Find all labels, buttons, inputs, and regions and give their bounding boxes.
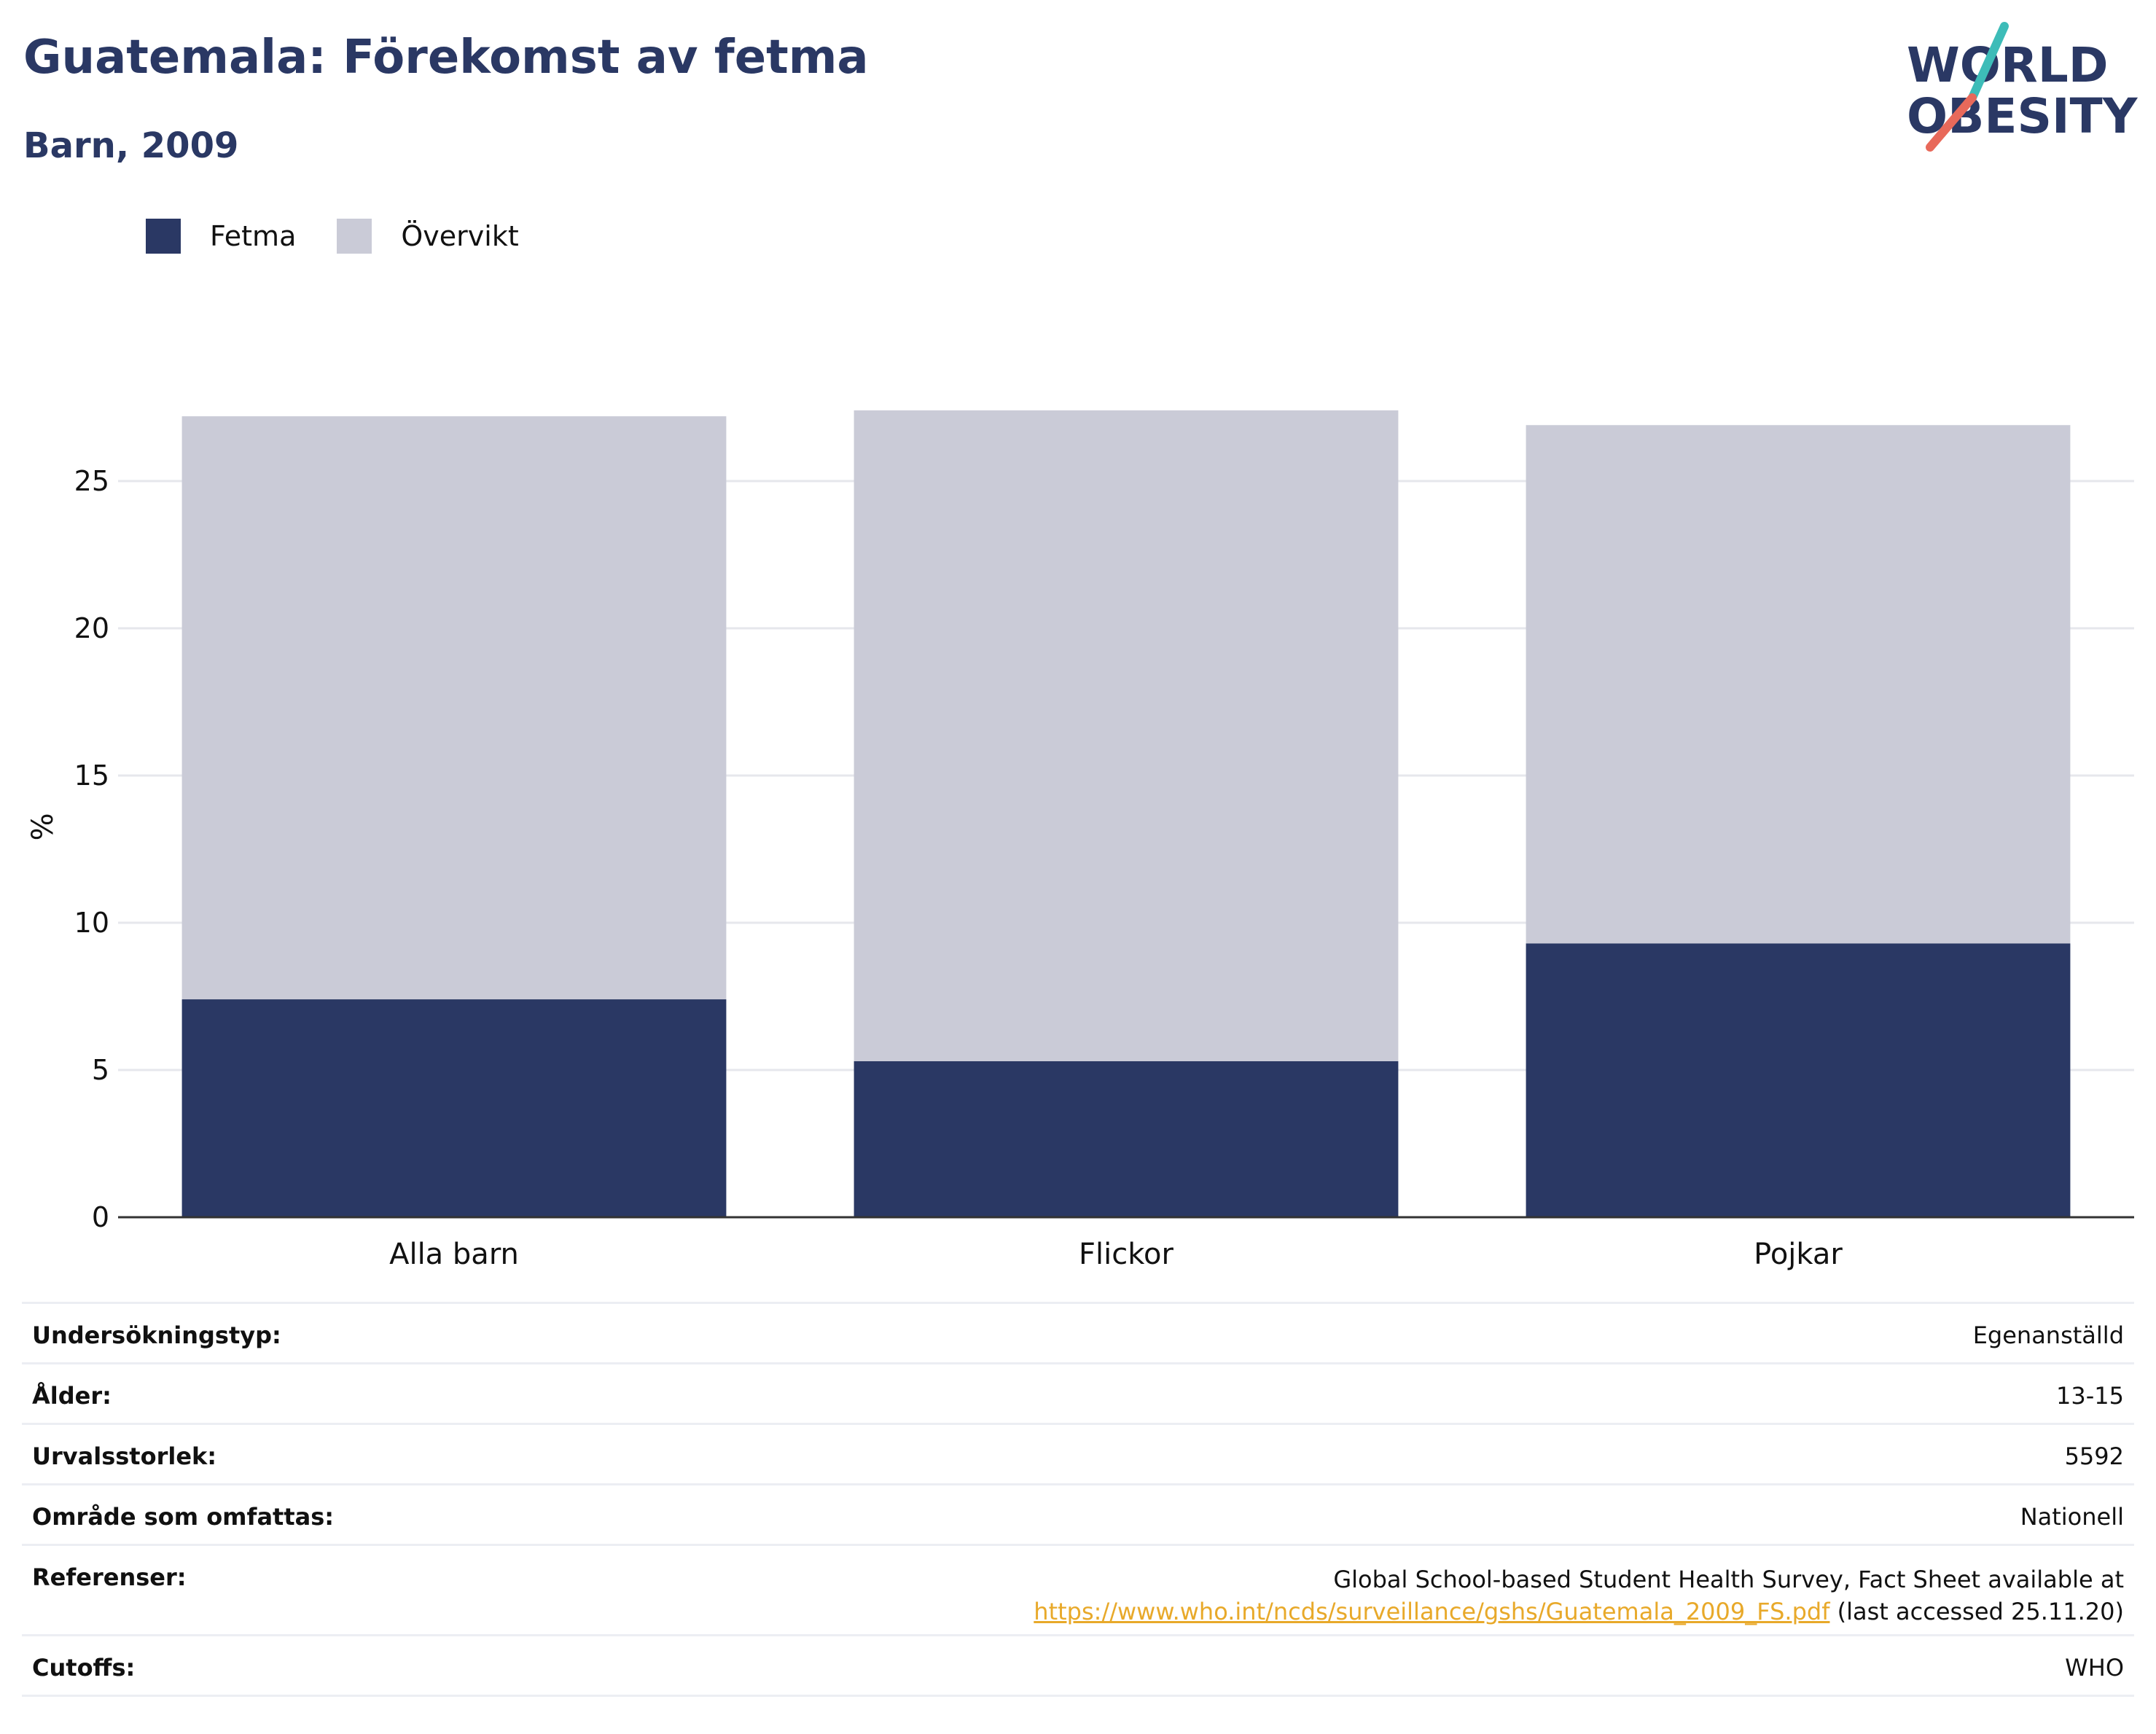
info-value: 13-15 bbox=[496, 1363, 2134, 1425]
world-obesity-logo: WORLD OBESITY bbox=[1907, 22, 2139, 152]
info-value: 5592 bbox=[496, 1423, 2134, 1485]
info-key: Urvalsstorlek: bbox=[22, 1423, 497, 1485]
y-tick-label: 10 bbox=[74, 907, 109, 939]
bar--vervikt-alla-barn bbox=[181, 416, 727, 1000]
x-tick-label: Flickor bbox=[1079, 1238, 1173, 1271]
info-row-cutoffs: Cutoffs: WHO bbox=[22, 1635, 2134, 1697]
bar--vervikt-flickor bbox=[854, 410, 1399, 1061]
legend: Fetma Övervikt bbox=[146, 216, 560, 257]
stacked-bar-chart: 0 5 10 15 20 25% Alla barn Flickor Pojkar bbox=[26, 410, 2134, 1271]
legend-item-fetma[interactable]: Fetma bbox=[146, 219, 296, 254]
info-row-area: Område som omfattas: Nationell bbox=[22, 1484, 2134, 1546]
logo-line-world: WORLD bbox=[1907, 37, 2109, 93]
info-key: Ålder: bbox=[22, 1363, 497, 1425]
x-tick-label: Pojkar bbox=[1754, 1238, 1843, 1271]
logo-slash-teal bbox=[1968, 22, 2009, 102]
legend-swatch-fetma bbox=[146, 219, 181, 254]
bar--vervikt-pojkar bbox=[1526, 425, 2071, 944]
legend-label-fetma: Fetma bbox=[210, 220, 297, 252]
info-row-survey-type: Undersökningstyp: Egenanställd bbox=[22, 1302, 2134, 1364]
info-value-references: Global School-based Student Health Surve… bbox=[496, 1544, 2134, 1636]
x-tick-label: Alla barn bbox=[389, 1238, 519, 1271]
info-key: Område som omfattas: bbox=[22, 1484, 497, 1546]
legend-item-overvikt[interactable]: Övervikt bbox=[337, 219, 519, 254]
info-value: Nationell bbox=[496, 1484, 2134, 1546]
chart-title: Guatemala: Förekomst av fetma bbox=[23, 31, 869, 85]
logo-slash-red bbox=[1926, 93, 1977, 152]
info-key: Cutoffs: bbox=[22, 1635, 497, 1697]
info-key: Referenser: bbox=[22, 1544, 497, 1636]
reference-link[interactable]: https://www.who.int/ncds/surveillance/gs… bbox=[1034, 1598, 1830, 1625]
chart-subtitle: Barn, 2009 bbox=[23, 125, 239, 166]
info-key: Undersökningstyp: bbox=[22, 1302, 497, 1364]
legend-label-overvikt: Övervikt bbox=[401, 220, 519, 252]
legend-swatch-overvikt bbox=[337, 219, 372, 254]
y-axis-label: % bbox=[26, 813, 60, 840]
reference-text: Global School-based Student Health Surve… bbox=[1333, 1566, 2124, 1593]
info-row-references: Referenser: Global School-based Student … bbox=[22, 1544, 2134, 1636]
bar-fetma-flickor bbox=[854, 1061, 1399, 1217]
y-tick-label: 20 bbox=[74, 612, 109, 644]
reference-suffix: (last accessed 25.11.20) bbox=[1829, 1598, 2124, 1625]
bar-fetma-pojkar bbox=[1526, 943, 2071, 1217]
bar-fetma-alla-barn bbox=[181, 999, 727, 1217]
y-tick-label: 5 bbox=[92, 1054, 109, 1086]
info-value: WHO bbox=[496, 1635, 2134, 1697]
y-tick-label: 0 bbox=[92, 1201, 109, 1233]
info-row-age: Ålder: 13-15 bbox=[22, 1363, 2134, 1425]
y-tick-label: 25 bbox=[74, 465, 109, 497]
info-row-sample-size: Urvalsstorlek: 5592 bbox=[22, 1423, 2134, 1485]
survey-info-table: Undersökningstyp: Egenanställd Ålder: 13… bbox=[22, 1302, 2134, 1697]
info-value: Egenanställd bbox=[496, 1302, 2134, 1364]
y-tick-label: 15 bbox=[74, 759, 109, 792]
